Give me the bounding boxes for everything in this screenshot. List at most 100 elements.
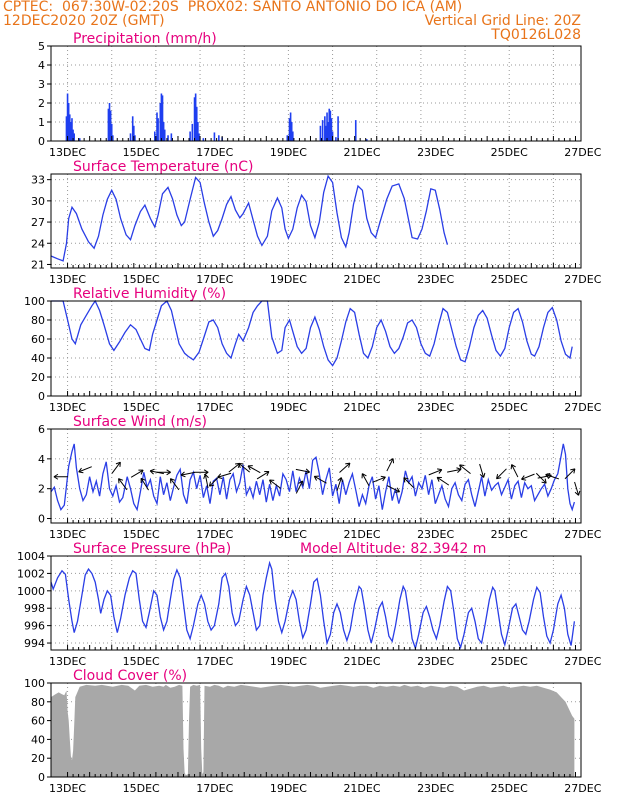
- precip-bar: [290, 122, 293, 141]
- precip-bar: [70, 122, 72, 141]
- y-tick-label: 996: [24, 620, 45, 633]
- wind-panel: Surface Wind (m/s) 0 2 4 6 13DEC 15DEC 17DEC 19D…: [38, 414, 602, 541]
- y-tick-label: 998: [24, 602, 45, 615]
- x-tick-label: 19DEC: [270, 528, 307, 541]
- wind-arrow: [295, 480, 304, 494]
- wind-title: Surface Wind (m/s): [73, 414, 207, 430]
- temp-title: Surface Temperature (nC): [73, 159, 254, 175]
- header-run-id: TQ0126L028: [491, 27, 581, 43]
- precip-bar: [110, 123, 113, 141]
- pres-panel: Surface Pressure (hPa) Model Altitude: 82…: [17, 541, 602, 668]
- y-tick-label: 1004: [17, 550, 45, 563]
- precip-bar: [195, 106, 198, 141]
- header-line-1: CPTEC: 067:30W-02:20S PROX02: SANTO ANTO…: [3, 0, 463, 15]
- pres-line: [50, 560, 576, 651]
- wind-arrow: [130, 469, 144, 478]
- y-tick-label: 60: [31, 715, 45, 728]
- wind-arrow: [238, 462, 251, 473]
- temp-line: [50, 174, 449, 262]
- wind-arrow: [535, 472, 547, 484]
- wind-arrow: [361, 473, 370, 487]
- y-tick-label: 3: [38, 78, 45, 91]
- precip-bar: [319, 125, 322, 141]
- header-date: 12DEC2020 20Z (GMT): [3, 13, 165, 29]
- x-tick-label: 23DEC: [417, 146, 454, 159]
- precip-bar: [337, 116, 339, 141]
- y-tick-label: 1002: [17, 567, 45, 580]
- x-tick-label: 27DEC: [564, 528, 601, 541]
- x-tick-label: 13DEC: [49, 401, 86, 414]
- precip-bar: [321, 120, 324, 141]
- x-tick-label: 25DEC: [491, 401, 528, 414]
- y-tick-label: 60: [31, 333, 45, 346]
- precip-bar: [202, 138, 205, 141]
- wind-arrow: [386, 485, 400, 493]
- precip-bar: [159, 103, 162, 141]
- x-tick-label: 13DEC: [49, 655, 86, 668]
- x-tick-label: 25DEC: [491, 146, 528, 159]
- y-tick-label: 20: [31, 371, 45, 384]
- y-tick-label: 0: [38, 513, 45, 526]
- x-tick-label: 15DEC: [123, 655, 160, 668]
- pres-annotation: Model Altitude: 82.3942 m: [300, 541, 486, 557]
- precip-bar: [68, 114, 71, 141]
- precip-bar: [286, 135, 289, 141]
- x-tick-label: 21DEC: [343, 146, 380, 159]
- rh-title: Relative Humidity (%): [73, 286, 226, 302]
- wind-arrow: [403, 477, 415, 489]
- x-tick-label: 13DEC: [49, 528, 86, 541]
- x-tick-label: 25DEC: [491, 782, 528, 795]
- wind-arrow: [228, 462, 241, 473]
- x-tick-label: 25DEC: [491, 528, 528, 541]
- x-tick-label: 25DEC: [491, 655, 528, 668]
- y-tick-label: 2: [38, 483, 45, 496]
- wind-arrow: [372, 475, 386, 483]
- x-tick-label: 19DEC: [270, 782, 307, 795]
- rh-panel: Relative Humidity (%) 0 20 40 60 80 100 13DEC 15…: [24, 286, 602, 414]
- x-tick-label: 27DEC: [564, 655, 601, 668]
- y-tick-label: 4: [38, 59, 45, 72]
- y-tick-label: 24: [31, 237, 45, 250]
- temp-frame: [50, 173, 582, 269]
- pres-title: Surface Pressure (hPa): [73, 541, 231, 557]
- cloud-panel: Cloud Cover (%) 0 20 40 60 80 100 13DEC 15DEC 17D…: [24, 668, 602, 795]
- x-tick-label: 21DEC: [343, 273, 380, 286]
- y-tick-label: 0: [38, 771, 45, 784]
- wind-arrow: [169, 478, 180, 491]
- x-tick-label: 15DEC: [123, 273, 160, 286]
- precip-bar: [292, 131, 294, 141]
- x-tick-label: 21DEC: [343, 782, 380, 795]
- x-tick-label: 27DEC: [564, 273, 601, 286]
- x-tick-label: 13DEC: [49, 782, 86, 795]
- precip-bar: [133, 125, 135, 141]
- precip-bar: [335, 137, 337, 141]
- y-tick-label: 40: [31, 352, 45, 365]
- x-tick-label: 23DEC: [417, 401, 454, 414]
- wind-arrow: [428, 468, 443, 476]
- precip-title: Precipitation (mm/h): [73, 31, 217, 47]
- x-tick-label: 15DEC: [123, 782, 160, 795]
- y-tick-label: 40: [31, 733, 45, 746]
- precip-bar: [134, 135, 136, 141]
- precip-bar: [162, 122, 165, 141]
- precip-bar: [170, 133, 173, 141]
- precip-bar: [289, 112, 292, 141]
- y-tick-label: 6: [38, 423, 45, 436]
- wind-arrow: [53, 473, 68, 480]
- wind-arrow: [521, 473, 535, 481]
- wind-arrow: [479, 463, 486, 478]
- wind-arrow: [78, 466, 92, 474]
- precip-bar: [73, 133, 75, 141]
- precip-bar: [163, 129, 166, 141]
- x-tick-label: 23DEC: [417, 655, 454, 668]
- rh-line: [51, 299, 573, 367]
- x-tick-label: 13DEC: [49, 146, 86, 159]
- precip-bar: [67, 103, 70, 141]
- precip-bar: [156, 112, 158, 141]
- precip-bar: [324, 116, 326, 141]
- wind-arrow: [149, 468, 164, 475]
- x-tick-label: 19DEC: [270, 655, 307, 668]
- x-tick-label: 21DEC: [343, 655, 380, 668]
- x-tick-label: 21DEC: [343, 528, 380, 541]
